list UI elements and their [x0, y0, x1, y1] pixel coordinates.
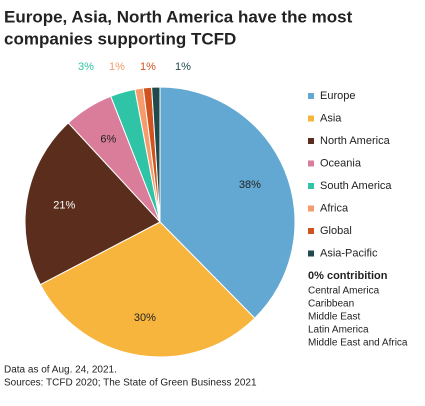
legend-label: South America [320, 180, 392, 192]
chart-title: companies supporting TCFD [4, 29, 236, 48]
data-label: 1% [175, 61, 191, 73]
legend-swatch [308, 250, 314, 257]
zero-item: Latin America [308, 325, 369, 336]
legend-swatch [308, 228, 314, 234]
data-label: 21% [53, 199, 75, 211]
legend-swatch [308, 138, 314, 144]
legend-swatch [308, 115, 314, 122]
pie-slice [39, 221, 256, 358]
legend-label: Asia-Pacific [320, 247, 378, 259]
legend-label: North America [320, 135, 391, 147]
legend-label: Asia [320, 112, 342, 124]
pie-slice [151, 86, 161, 223]
zero-item: Caribbean [308, 299, 354, 310]
data-label: 30% [134, 312, 156, 324]
data-label: 6% [100, 134, 116, 146]
note: Data as of Aug. 24, 2021. [4, 365, 117, 376]
legend-label: Africa [320, 202, 349, 214]
zero-title: 0% contribition [308, 270, 388, 282]
legend-swatch [308, 93, 314, 99]
legend-swatch [308, 183, 314, 189]
legend-label: Oceania [320, 157, 362, 169]
data-label: 3% [78, 61, 94, 73]
legend-swatch [308, 160, 314, 167]
pie-slice [24, 122, 161, 286]
zero-item: Middle East and Africa [308, 338, 408, 349]
legend-swatch [308, 205, 314, 212]
note: Sources: TCFD 2020; The State of Green B… [4, 378, 257, 389]
zero-item: Central America [308, 286, 380, 297]
data-label: 38% [239, 179, 261, 191]
legend-label: Europe [320, 90, 355, 102]
pie-slice [159, 86, 296, 319]
data-label: 1% [109, 61, 125, 73]
chart-title: Europe, Asia, North America have the mos… [4, 7, 353, 26]
data-label: 1% [140, 61, 156, 73]
legend-label: Global [320, 225, 352, 237]
zero-item: Middle East [308, 312, 360, 323]
